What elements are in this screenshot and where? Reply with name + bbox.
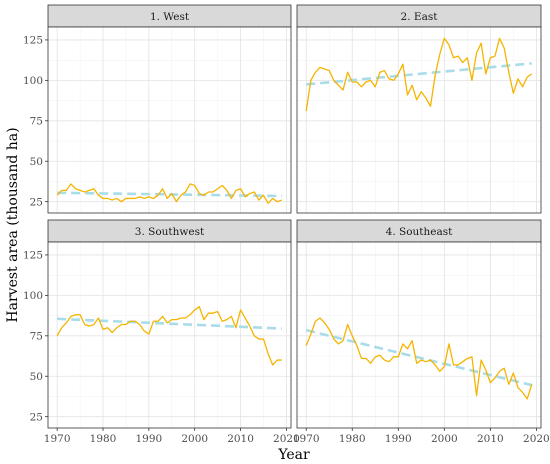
series-line: [56, 306, 282, 366]
trend-line: [305, 328, 533, 387]
x-tick-label: 1990: [136, 433, 163, 445]
x-tick-label: 1970: [293, 433, 320, 445]
panel-background: [297, 242, 541, 428]
panel-background: [297, 27, 541, 213]
y-tick-label: 50: [30, 371, 43, 383]
y-tick-label: 75: [30, 331, 43, 343]
x-tick-label: 2010: [477, 433, 504, 445]
trend-line: [57, 317, 282, 330]
x-tick-label: 1970: [44, 433, 71, 445]
y-tick-label: 125: [23, 250, 43, 262]
x-tick-label: 2000: [431, 433, 458, 445]
y-tick-label: 50: [30, 156, 43, 168]
panel-southwest: 3. Southwest 25 50 75 100 125 1970 1980 1990 2000…: [23, 219, 300, 445]
y-axis-title: Harvest area (thousand ha): [5, 127, 21, 322]
panel-border: [47, 26, 292, 214]
panel-southeast: 4. Southeast 1970 1980 1990 2000 2010 2020: [293, 219, 550, 445]
y-tick-label: 75: [30, 116, 43, 128]
y-tick-label: 25: [30, 411, 43, 423]
trend-line: [306, 62, 532, 86]
panel-title: 3. Southwest: [135, 226, 205, 238]
panel-border: [47, 241, 292, 429]
series-line: [56, 183, 283, 204]
panel-west: 1. West 25 50 75 100 125: [23, 4, 292, 214]
x-tick-label: 1990: [385, 433, 412, 445]
panel-background: [48, 242, 291, 428]
y-tick-label: 100: [23, 290, 43, 302]
x-tick-label: 1980: [339, 433, 366, 445]
x-axis-title: Year: [277, 447, 310, 463]
y-tick-label: 25: [30, 196, 43, 208]
x-tick-label: 2010: [227, 433, 254, 445]
y-tick-label: 125: [23, 35, 43, 47]
panel-title: 1. West: [150, 11, 190, 23]
panel-title: 2. East: [401, 11, 439, 23]
series-line: [305, 317, 533, 400]
y-tick-label: 100: [23, 75, 43, 87]
x-tick-label: 2020: [523, 433, 550, 445]
panel-title: 4. Southeast: [386, 226, 453, 238]
panel-east: 2. East: [296, 4, 542, 214]
panels-layer: 1. West 25 50 75 100 125 2. East 3. Southwest 25…: [23, 4, 550, 445]
panel-border: [296, 26, 542, 214]
panel-background: [48, 27, 291, 213]
x-tick-label: 1980: [90, 433, 117, 445]
x-tick-label: 2020: [273, 433, 300, 445]
panel-border: [296, 241, 542, 429]
series-line: [305, 37, 533, 112]
x-tick-label: 2000: [181, 433, 208, 445]
